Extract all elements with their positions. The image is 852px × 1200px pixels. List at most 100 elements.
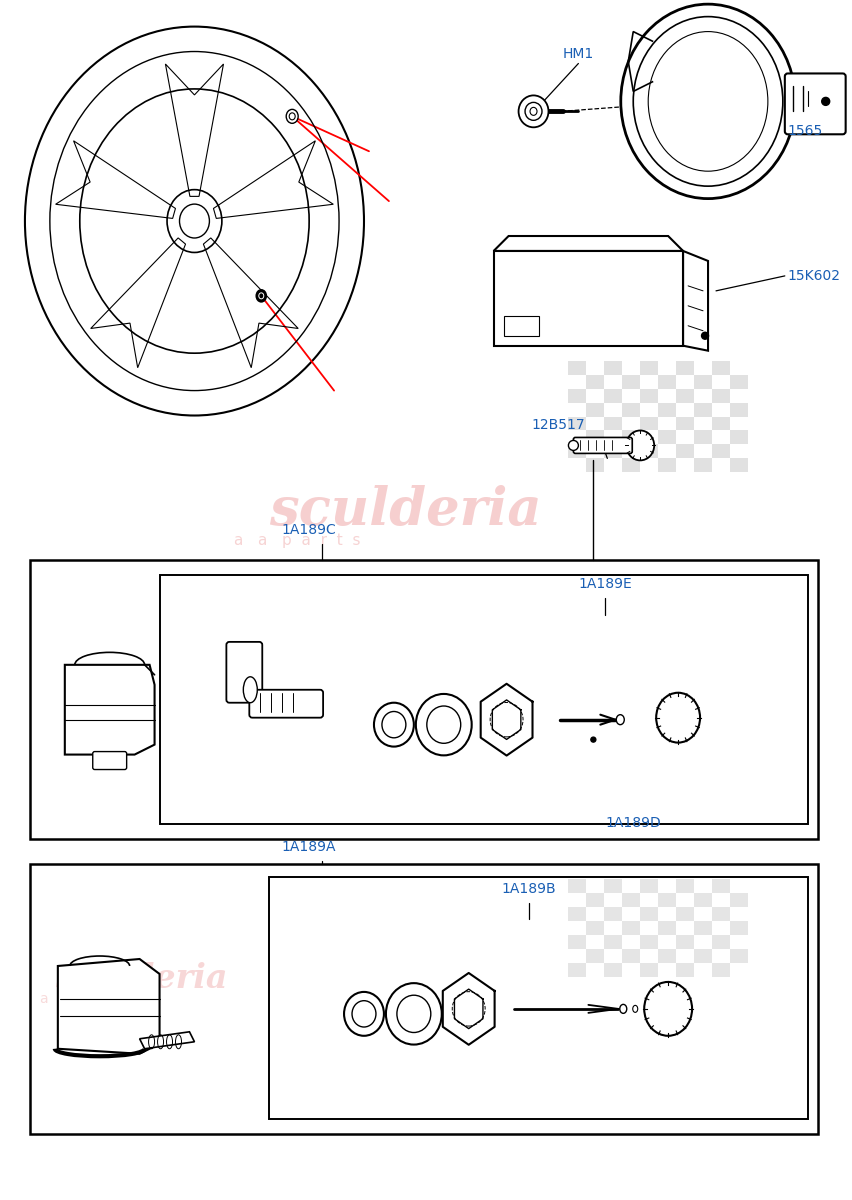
Text: 1A189C: 1A189C: [281, 523, 337, 538]
Bar: [159, 575, 807, 824]
Ellipse shape: [243, 677, 257, 703]
Bar: [622, 949, 640, 962]
Bar: [622, 458, 640, 473]
Bar: [603, 962, 622, 977]
Text: sculderia: sculderia: [269, 485, 541, 535]
Bar: [30, 560, 817, 839]
Bar: [676, 880, 694, 893]
Ellipse shape: [256, 290, 266, 302]
Bar: [711, 416, 729, 431]
Polygon shape: [58, 959, 159, 1054]
Bar: [640, 962, 658, 977]
Bar: [676, 444, 694, 458]
Ellipse shape: [416, 694, 471, 755]
Bar: [676, 935, 694, 949]
Bar: [676, 389, 694, 402]
Ellipse shape: [619, 1004, 626, 1013]
Bar: [711, 935, 729, 949]
Bar: [729, 949, 747, 962]
Bar: [711, 880, 729, 893]
Bar: [622, 402, 640, 416]
Circle shape: [700, 332, 708, 340]
Bar: [729, 922, 747, 935]
Text: a   a   p  a  r  t  s: a a p a r t s: [234, 533, 360, 547]
Text: 1A189A: 1A189A: [281, 840, 336, 854]
Bar: [658, 431, 676, 444]
Bar: [585, 949, 603, 962]
Bar: [640, 444, 658, 458]
Bar: [585, 922, 603, 935]
Bar: [694, 374, 711, 389]
Bar: [585, 402, 603, 416]
Bar: [640, 389, 658, 402]
FancyBboxPatch shape: [226, 642, 262, 703]
Bar: [567, 361, 585, 374]
Bar: [640, 935, 658, 949]
Bar: [711, 962, 729, 977]
Bar: [658, 893, 676, 907]
Bar: [30, 864, 817, 1134]
FancyBboxPatch shape: [93, 751, 126, 769]
Bar: [503, 316, 538, 336]
Bar: [567, 880, 585, 893]
Bar: [622, 431, 640, 444]
Bar: [658, 402, 676, 416]
Bar: [640, 907, 658, 922]
Bar: [567, 935, 585, 949]
Bar: [658, 922, 676, 935]
Bar: [676, 907, 694, 922]
Bar: [603, 361, 622, 374]
Bar: [658, 374, 676, 389]
Ellipse shape: [343, 992, 383, 1036]
Bar: [603, 444, 622, 458]
Bar: [729, 458, 747, 473]
Bar: [603, 907, 622, 922]
Bar: [711, 361, 729, 374]
Polygon shape: [682, 251, 707, 350]
Bar: [567, 416, 585, 431]
Circle shape: [820, 97, 829, 106]
Bar: [585, 374, 603, 389]
Text: 1565: 1565: [787, 125, 822, 138]
Bar: [640, 361, 658, 374]
Bar: [585, 458, 603, 473]
Bar: [640, 880, 658, 893]
Text: 1A189E: 1A189E: [578, 577, 631, 592]
Ellipse shape: [25, 26, 364, 415]
Bar: [729, 374, 747, 389]
Bar: [603, 935, 622, 949]
Ellipse shape: [643, 982, 691, 1036]
Polygon shape: [493, 251, 682, 346]
Polygon shape: [493, 236, 682, 251]
Bar: [711, 444, 729, 458]
Text: sculderia: sculderia: [55, 962, 227, 996]
Bar: [676, 962, 694, 977]
Text: 15K602: 15K602: [787, 269, 840, 283]
FancyBboxPatch shape: [573, 438, 631, 454]
Bar: [567, 962, 585, 977]
Circle shape: [567, 440, 578, 450]
Text: HM1: HM1: [562, 47, 593, 60]
Bar: [711, 389, 729, 402]
Bar: [729, 402, 747, 416]
Bar: [603, 416, 622, 431]
Bar: [269, 877, 807, 1118]
Ellipse shape: [625, 431, 653, 461]
Text: 1A189B: 1A189B: [501, 882, 556, 896]
Bar: [694, 922, 711, 935]
Bar: [658, 458, 676, 473]
Polygon shape: [140, 1032, 194, 1049]
Bar: [603, 880, 622, 893]
Text: a  a  p a r t s: a a p a r t s: [40, 992, 128, 1006]
Circle shape: [590, 737, 596, 742]
Ellipse shape: [373, 703, 413, 746]
Bar: [567, 444, 585, 458]
Bar: [640, 416, 658, 431]
Ellipse shape: [518, 95, 548, 127]
Ellipse shape: [615, 715, 624, 725]
Bar: [694, 458, 711, 473]
FancyBboxPatch shape: [249, 690, 323, 718]
FancyBboxPatch shape: [784, 73, 844, 134]
Bar: [676, 361, 694, 374]
Bar: [622, 893, 640, 907]
